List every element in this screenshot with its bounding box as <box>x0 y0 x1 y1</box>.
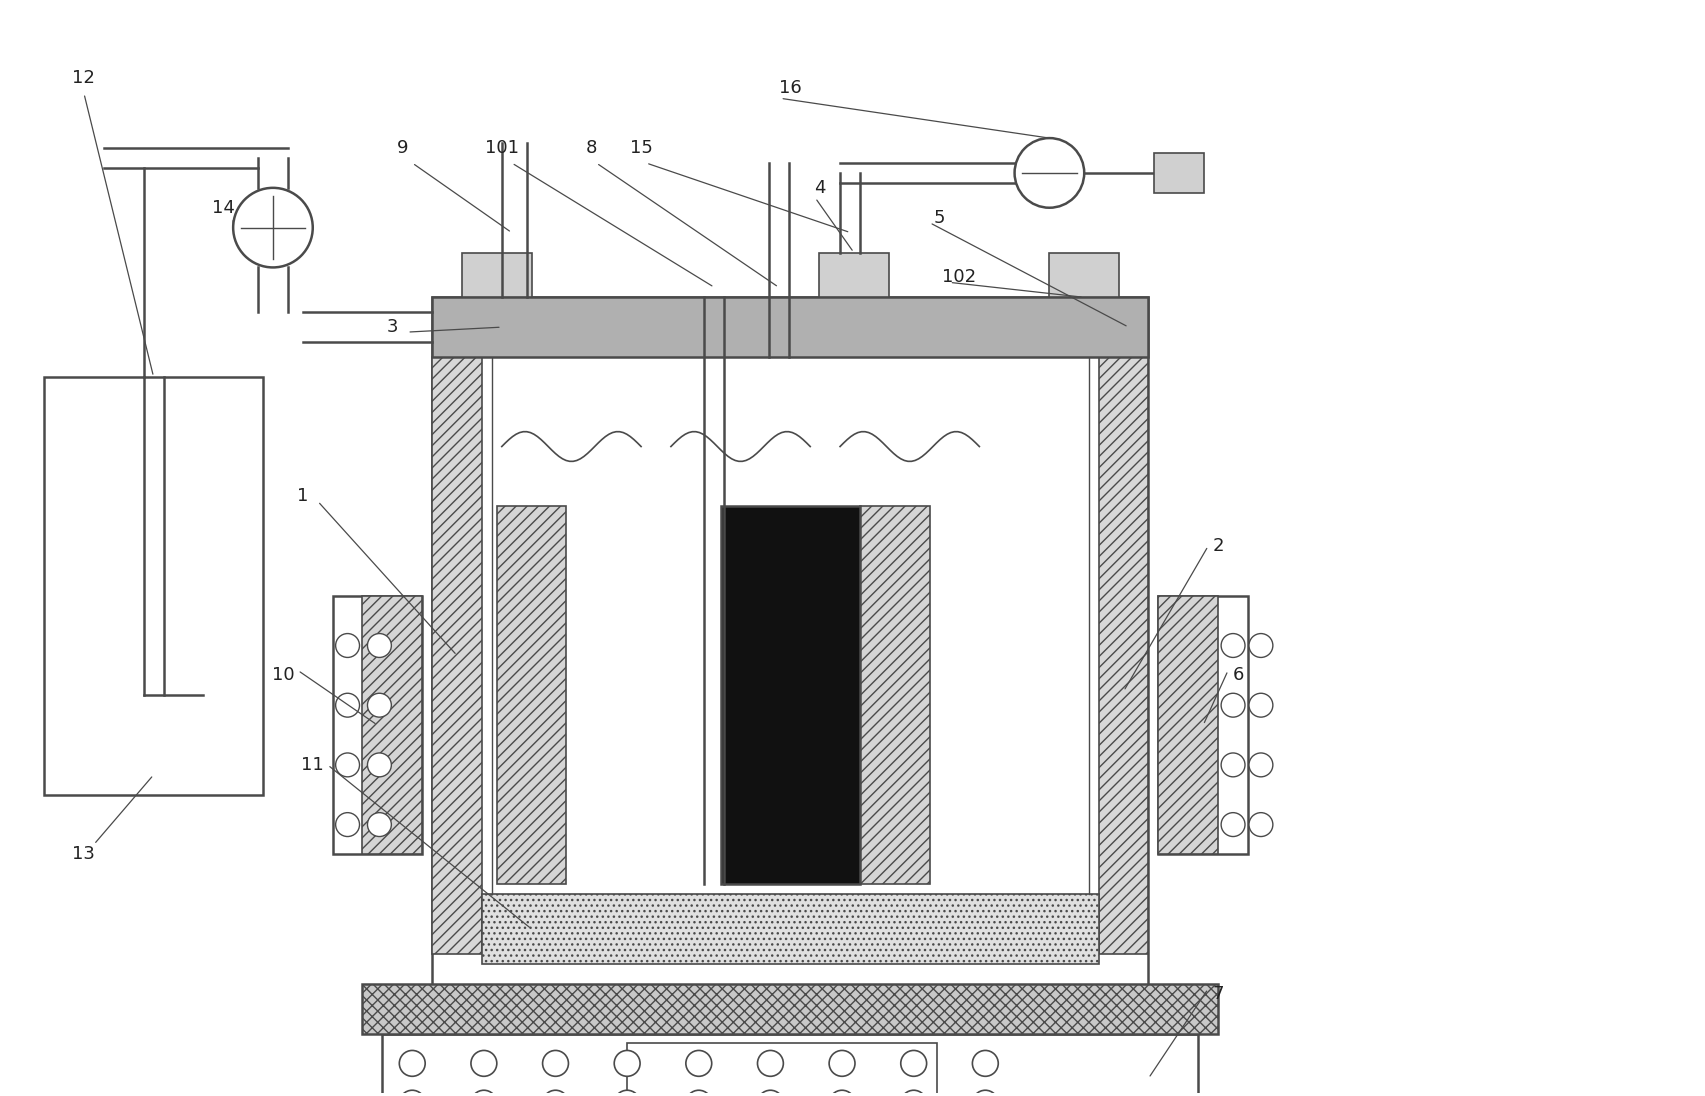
Circle shape <box>336 812 360 836</box>
Text: 2: 2 <box>1212 537 1222 555</box>
Bar <box>1098 357 1147 954</box>
Circle shape <box>1221 694 1245 717</box>
Bar <box>44 377 263 795</box>
Circle shape <box>685 1091 711 1096</box>
Circle shape <box>367 753 390 777</box>
Circle shape <box>1248 812 1272 836</box>
Text: 15: 15 <box>629 139 651 157</box>
Circle shape <box>336 633 360 658</box>
Circle shape <box>471 1091 496 1096</box>
Text: 101: 101 <box>484 139 518 157</box>
Circle shape <box>1014 138 1084 208</box>
Text: 14: 14 <box>211 198 235 217</box>
Circle shape <box>972 1091 997 1096</box>
Bar <box>859 506 929 884</box>
Circle shape <box>367 812 390 836</box>
Text: 9: 9 <box>396 139 407 157</box>
Text: 11: 11 <box>302 756 324 774</box>
Text: 8: 8 <box>585 139 597 157</box>
Circle shape <box>234 187 312 267</box>
Bar <box>382 1034 1197 1096</box>
Circle shape <box>685 1050 711 1076</box>
Text: 7: 7 <box>1212 984 1222 1003</box>
Text: 5: 5 <box>933 208 945 227</box>
Circle shape <box>614 1050 639 1076</box>
Circle shape <box>900 1091 926 1096</box>
Circle shape <box>399 1091 425 1096</box>
Circle shape <box>367 633 390 658</box>
Text: 12: 12 <box>72 69 95 88</box>
Circle shape <box>1248 753 1272 777</box>
Bar <box>496 506 566 884</box>
Circle shape <box>614 1091 639 1096</box>
Bar <box>1158 596 1248 855</box>
Bar <box>1158 596 1217 855</box>
Bar <box>462 252 532 297</box>
Circle shape <box>1221 633 1245 658</box>
Bar <box>1049 252 1118 297</box>
Bar <box>361 984 1217 1034</box>
Text: 102: 102 <box>941 269 975 286</box>
Circle shape <box>829 1091 854 1096</box>
Text: 10: 10 <box>271 666 293 684</box>
Circle shape <box>367 694 390 717</box>
Circle shape <box>757 1050 783 1076</box>
Bar <box>720 506 859 884</box>
Bar <box>481 894 1098 963</box>
Circle shape <box>471 1050 496 1076</box>
Text: 3: 3 <box>387 318 397 336</box>
Circle shape <box>336 694 360 717</box>
Bar <box>361 596 421 855</box>
Text: 16: 16 <box>779 79 801 98</box>
Circle shape <box>972 1050 997 1076</box>
Circle shape <box>1248 633 1272 658</box>
Text: 1: 1 <box>297 488 309 505</box>
Bar <box>818 252 888 297</box>
Bar <box>332 596 421 855</box>
Circle shape <box>1221 753 1245 777</box>
Circle shape <box>399 1050 425 1076</box>
Circle shape <box>1248 694 1272 717</box>
Bar <box>431 297 1147 1014</box>
Bar <box>431 357 481 954</box>
Circle shape <box>336 753 360 777</box>
Text: 4: 4 <box>813 179 825 197</box>
Circle shape <box>757 1091 783 1096</box>
Circle shape <box>829 1050 854 1076</box>
Text: 13: 13 <box>72 845 95 864</box>
Circle shape <box>542 1050 568 1076</box>
Circle shape <box>900 1050 926 1076</box>
Bar <box>627 1043 936 1096</box>
Text: 6: 6 <box>1231 666 1243 684</box>
Bar <box>1153 153 1204 193</box>
Bar <box>431 297 1147 357</box>
Circle shape <box>542 1091 568 1096</box>
Circle shape <box>1221 812 1245 836</box>
